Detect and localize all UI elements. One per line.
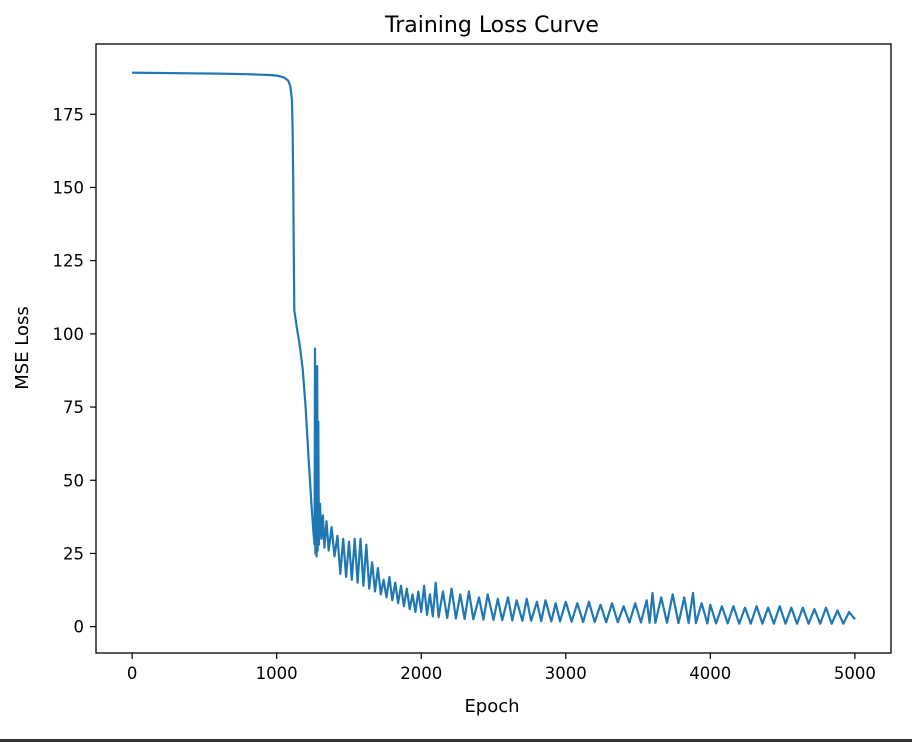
y-tick-label: 0 — [74, 618, 85, 637]
window-bottom-edge — [0, 739, 912, 742]
y-tick-label: 175 — [53, 105, 85, 124]
x-tick-label: 5000 — [834, 664, 876, 683]
y-tick-label: 25 — [63, 544, 84, 563]
y-tick-label: 75 — [63, 398, 84, 417]
loss-line — [132, 71, 856, 625]
x-axis: 0 1000 2000 3000 4000 5000 — [127, 653, 876, 683]
plot-frame — [95, 43, 892, 654]
y-tick-label: 100 — [53, 325, 85, 344]
y-tick-label: 50 — [63, 471, 84, 490]
plot-area — [96, 44, 891, 653]
series-layer — [132, 71, 856, 625]
x-tick-label: 4000 — [689, 664, 731, 683]
chart-title: Training Loss Curve — [384, 13, 599, 38]
x-tick-label: 2000 — [400, 664, 442, 683]
x-tick-label: 1000 — [256, 664, 298, 683]
x-tick-label: 3000 — [545, 664, 587, 683]
x-axis-label: Epoch — [464, 696, 519, 717]
x-tick-label: 0 — [127, 664, 138, 683]
y-tick-label: 150 — [53, 178, 85, 197]
y-axis-label: MSE Loss — [12, 306, 33, 390]
y-axis: 0 25 50 75 100 125 150 175 — [53, 105, 96, 637]
y-tick-label: 125 — [53, 252, 85, 271]
